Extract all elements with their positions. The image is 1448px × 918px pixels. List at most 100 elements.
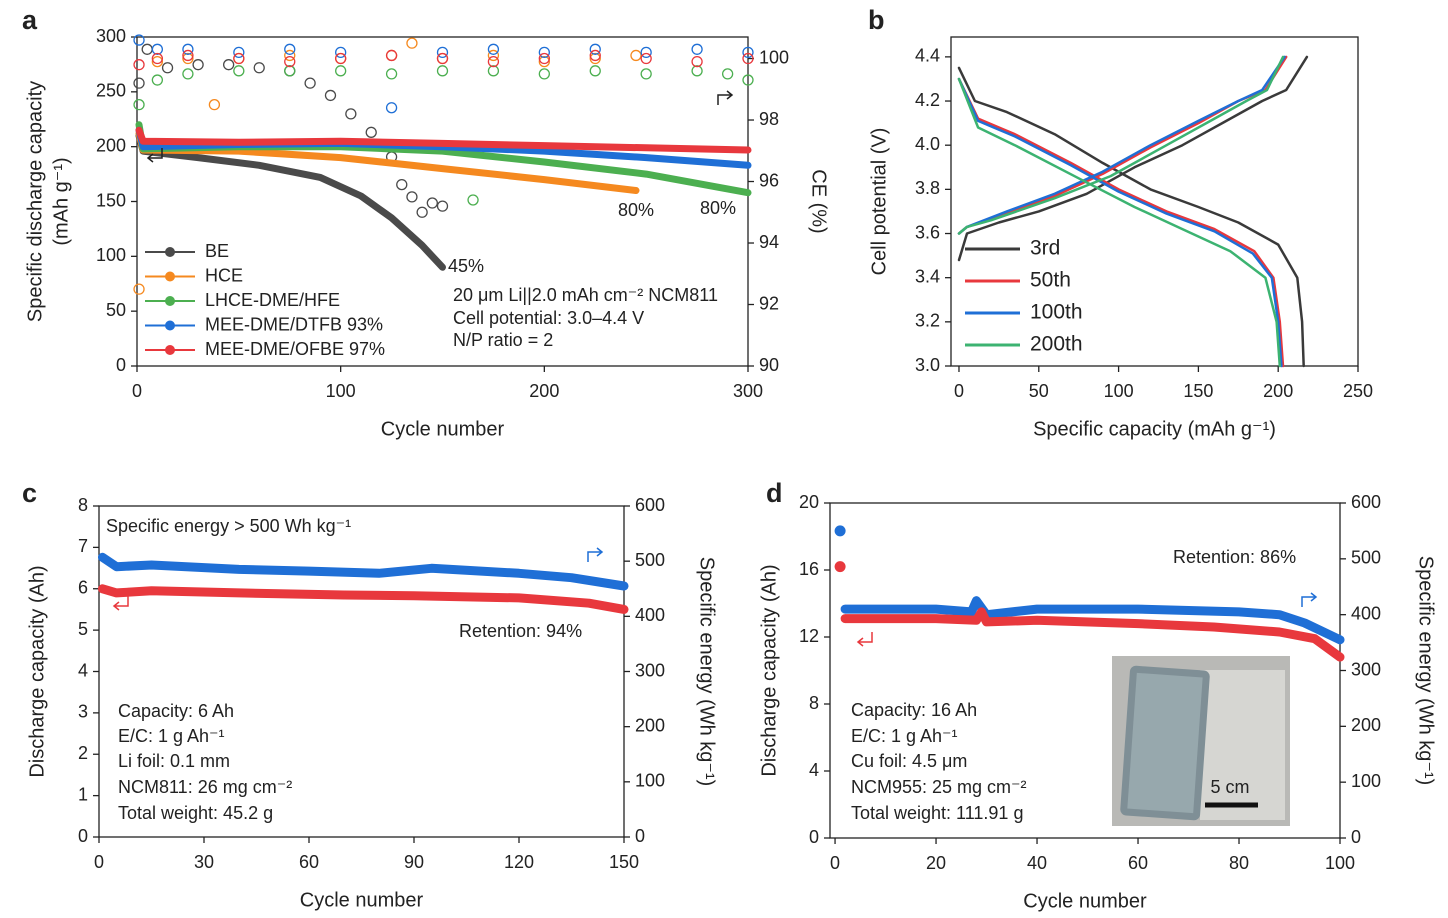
y-tick-label: 3 <box>78 702 88 722</box>
ce-point <box>365 126 377 138</box>
ce-point <box>151 74 164 86</box>
y2-tick-label: 300 <box>1351 659 1381 679</box>
y-tick-label: 200 <box>96 135 126 155</box>
legend-label: BE <box>205 241 229 261</box>
ce-point <box>253 62 265 74</box>
ce-point <box>233 46 245 59</box>
ce-point <box>396 178 408 191</box>
x-tick-label: 20 <box>926 853 946 873</box>
ce-point <box>222 59 235 71</box>
annotation: N/P ratio = 2 <box>453 330 553 350</box>
legend-label: MEE-DME/DTFB 93% <box>205 314 383 334</box>
series-line <box>957 55 1309 368</box>
y-axis-label: (mAh g⁻¹) <box>50 157 72 245</box>
y-tick-label: 5 <box>78 619 88 639</box>
y-tick-label: 4.0 <box>915 134 940 154</box>
legend-label: MEE-DME/OFBE 97% <box>205 339 385 359</box>
data-point <box>834 561 846 573</box>
y2-tick-label: 300 <box>635 660 665 680</box>
y2-tick-label: 400 <box>1351 603 1381 623</box>
x-axis-label: Cycle number <box>381 418 505 440</box>
axis-arrow <box>717 90 734 105</box>
ce-point <box>151 43 164 55</box>
ce-point <box>538 68 550 80</box>
y-tick-label: 300 <box>96 26 126 46</box>
series-line <box>957 55 1285 368</box>
axis-arrow <box>112 596 129 611</box>
y-tick-label: 3.0 <box>915 355 940 375</box>
y2-axis-label: CE (%) <box>808 169 830 233</box>
y-tick-label: 12 <box>799 626 819 646</box>
annotation: Capacity: 16 Ah <box>851 700 977 720</box>
ce-point <box>133 283 145 295</box>
inset-photo <box>1112 656 1290 826</box>
ce-point <box>284 65 296 77</box>
series-line <box>840 596 1345 645</box>
annotation: NCM955: 25 mg cm⁻² <box>851 777 1027 797</box>
ce-point <box>487 55 500 68</box>
annotation: Cu foil: 4.5 μm <box>851 751 967 771</box>
annotation: 80% <box>618 200 654 220</box>
series-line <box>840 607 1345 662</box>
ce-point <box>233 65 245 77</box>
y-tick-label: 8 <box>809 693 819 713</box>
ce-point <box>233 52 245 65</box>
ce-point <box>691 55 703 68</box>
ce-point <box>345 108 357 120</box>
axis-arrow <box>587 547 604 562</box>
ce-point <box>406 191 418 203</box>
ce-point <box>640 68 652 80</box>
ce-point <box>284 55 296 68</box>
y-axis-label: Specific discharge capacity <box>24 81 46 322</box>
annotation: Li foil: 0.1 mm <box>118 751 230 771</box>
y-tick-label: 1 <box>78 784 88 804</box>
series-line <box>98 584 629 614</box>
ce-point <box>436 52 449 65</box>
x-tick-label: 0 <box>954 381 964 401</box>
x-tick-label: 0 <box>132 381 142 401</box>
y2-tick-label: 96 <box>759 170 779 190</box>
ce-point <box>385 68 398 80</box>
y-tick-label: 3.8 <box>915 178 940 198</box>
ce-point <box>630 49 642 62</box>
y-tick-label: 4.2 <box>915 90 940 110</box>
series-line <box>135 126 752 154</box>
x-axis-label: Specific capacity (mAh g⁻¹) <box>1033 418 1276 440</box>
ce-point <box>284 43 296 55</box>
ce-point <box>133 98 145 111</box>
x-axis-label: Cycle number <box>1023 890 1147 912</box>
x-tick-label: 60 <box>299 852 319 872</box>
ce-point <box>538 52 550 65</box>
y2-tick-label: 600 <box>1351 492 1381 512</box>
annotation: Retention: 94% <box>459 621 582 641</box>
panel-label: d <box>766 478 783 508</box>
ce-point <box>335 65 347 77</box>
x-tick-label: 300 <box>733 381 763 401</box>
annotation: Capacity: 6 Ah <box>118 701 234 721</box>
y2-tick-label: 98 <box>759 109 779 129</box>
ce-point <box>151 55 164 68</box>
y2-tick-label: 400 <box>635 605 665 625</box>
y2-tick-label: 500 <box>635 550 665 570</box>
x-tick-label: 0 <box>94 852 104 872</box>
data-point <box>834 525 846 537</box>
y-tick-label: 4 <box>78 660 88 680</box>
y-tick-label: 4 <box>809 760 819 780</box>
y2-axis-label: Specific energy (Wh kg⁻¹) <box>1415 556 1437 786</box>
x-tick-label: 100 <box>1325 853 1355 873</box>
ce-point <box>182 52 194 65</box>
legend-marker <box>165 271 175 282</box>
y-axis-label: Discharge capacity (Ah) <box>758 564 780 776</box>
ce-point <box>487 43 500 55</box>
y2-tick-label: 500 <box>1351 548 1381 568</box>
annotation: 80% <box>700 198 736 218</box>
ce-point <box>487 65 500 77</box>
x-tick-label: 90 <box>404 852 424 872</box>
y2-tick-label: 200 <box>635 715 665 735</box>
annotation: E/C: 1 g Ah⁻¹ <box>118 726 225 746</box>
y2-axis-label: Specific energy (Wh kg⁻¹) <box>696 557 718 787</box>
ce-point <box>426 197 438 209</box>
ce-point <box>691 43 703 55</box>
ce-point <box>335 46 347 59</box>
